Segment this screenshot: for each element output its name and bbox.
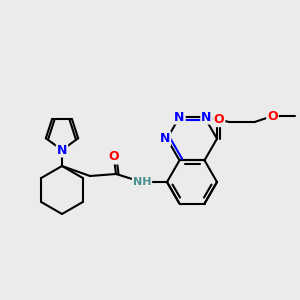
Text: O: O — [267, 110, 278, 122]
Text: O: O — [109, 151, 119, 164]
Text: N: N — [160, 132, 170, 145]
Text: O: O — [214, 113, 224, 126]
Text: N: N — [201, 110, 212, 124]
Text: NH: NH — [133, 177, 151, 187]
Text: N: N — [174, 110, 185, 124]
Text: N: N — [57, 143, 67, 157]
